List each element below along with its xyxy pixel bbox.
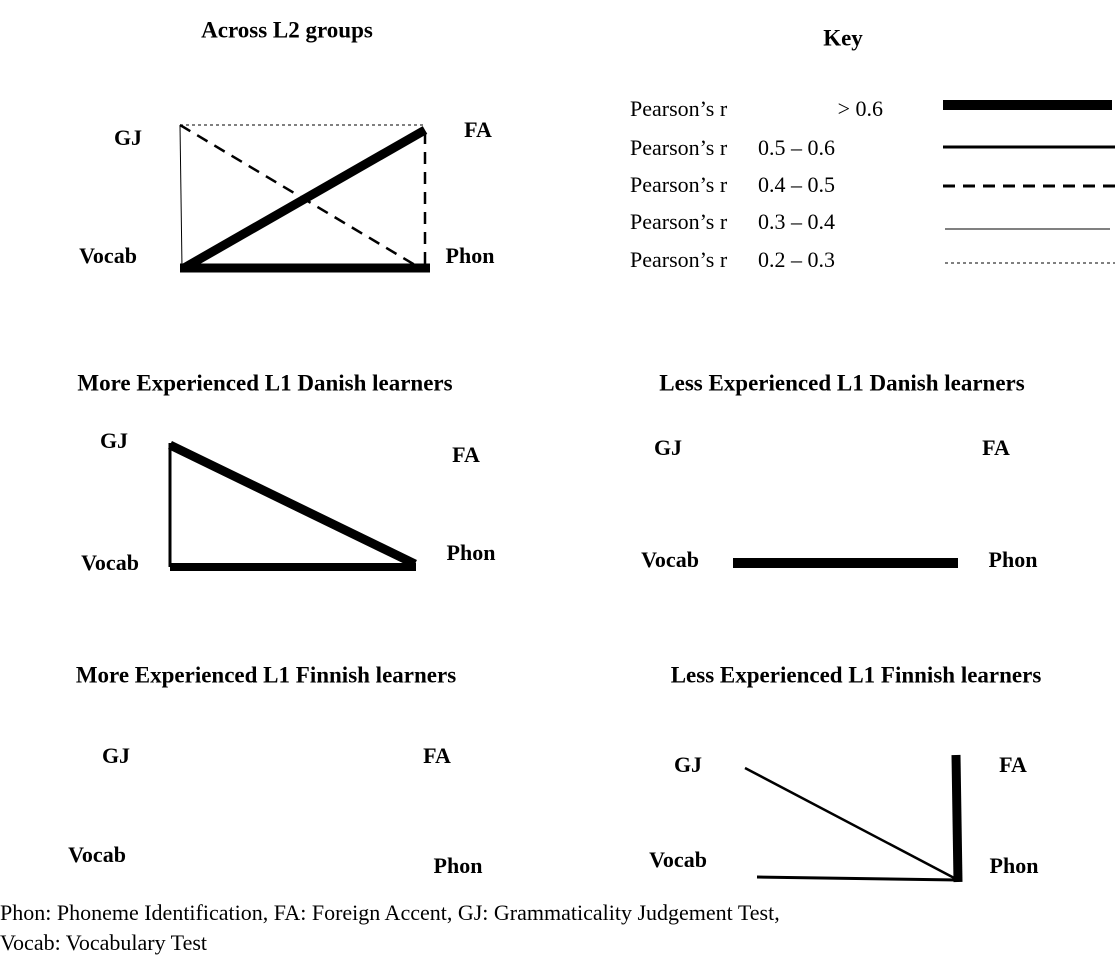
key-label: Pearson’s r — [630, 247, 728, 272]
node-label: GJ — [674, 752, 702, 777]
node-label: Phon — [446, 243, 495, 268]
node-label: Vocab — [79, 243, 137, 268]
node-label: GJ — [102, 743, 130, 768]
node-label: FA — [982, 435, 1010, 460]
node-label: GJ — [114, 125, 142, 150]
key-label: Pearson’s r — [630, 209, 728, 234]
key-range: 0.3 – 0.4 — [758, 209, 835, 234]
edge — [756, 875, 959, 882]
node-label: Phon — [990, 853, 1039, 878]
edge — [744, 766, 959, 882]
key-range: 0.2 – 0.3 — [758, 247, 835, 272]
node-label: Vocab — [641, 547, 699, 572]
node-label: Vocab — [649, 847, 707, 872]
node-label: Vocab — [68, 842, 126, 867]
panel-title: More Experienced L1 Finnish learners — [76, 662, 456, 687]
node-label: FA — [999, 752, 1027, 777]
panel-title: Across L2 groups — [201, 17, 373, 42]
footnote: Phon: Phoneme Identification, FA: Foreig… — [0, 900, 780, 925]
panel-title: Less Experienced L1 Finnish learners — [671, 662, 1042, 687]
edge — [951, 754, 963, 883]
key-range: > 0.6 — [838, 96, 883, 121]
key-range: 0.5 – 0.6 — [758, 135, 835, 160]
key-label: Pearson’s r — [630, 172, 728, 197]
key-label: Pearson’s r — [630, 135, 728, 160]
key-title: Key — [823, 25, 863, 50]
edge — [179, 123, 421, 270]
edge — [181, 126, 428, 272]
node-label: FA — [423, 743, 451, 768]
node-label: GJ — [100, 428, 128, 453]
node-label: Vocab — [81, 550, 139, 575]
node-label: GJ — [654, 435, 682, 460]
panel-title: More Experienced L1 Danish learners — [77, 370, 452, 395]
node-label: Phon — [989, 547, 1038, 572]
key-label: Pearson’s r — [630, 96, 728, 121]
edge — [179, 124, 183, 269]
node-label: FA — [464, 117, 492, 142]
node-label: Phon — [434, 853, 483, 878]
edge — [168, 440, 417, 569]
key-range: 0.4 – 0.5 — [758, 172, 835, 197]
panel-title: Less Experienced L1 Danish learners — [659, 370, 1024, 395]
node-label: FA — [452, 442, 480, 467]
footnote: Vocab: Vocabulary Test — [0, 930, 207, 955]
node-label: Phon — [447, 540, 496, 565]
